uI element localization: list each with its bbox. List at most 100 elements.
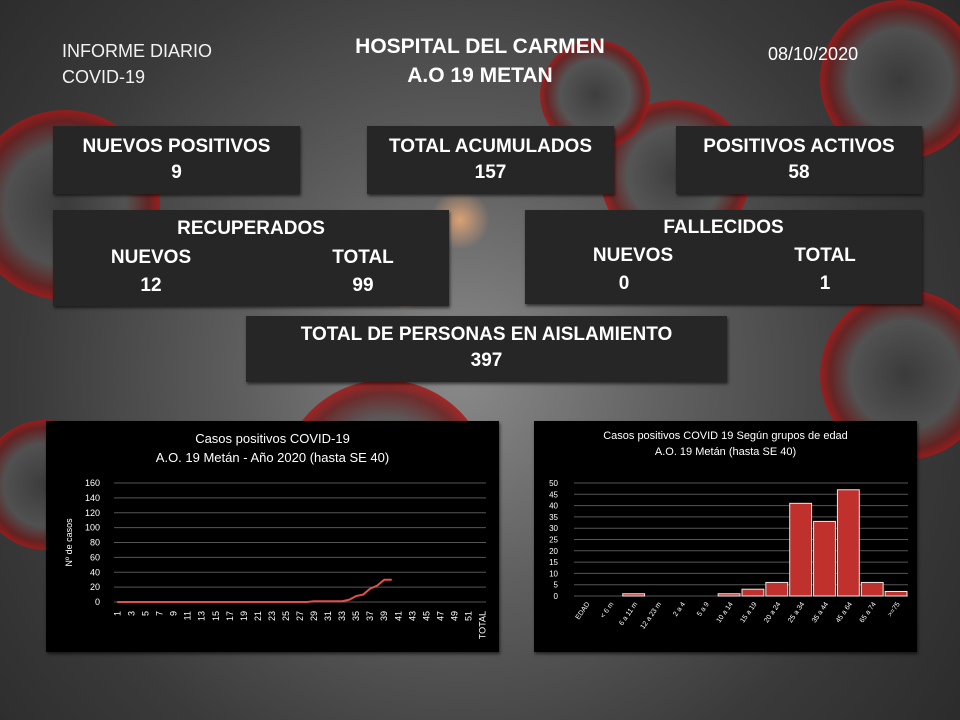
data-point [250,601,252,603]
report-label-line2: COVID-19 [62,67,146,87]
data-point [362,593,364,596]
data-point [144,601,147,603]
recuperados-total: TOTAL 99 [313,244,413,300]
x-tick-label: 20 a 24 [763,601,782,624]
data-point [278,601,280,603]
x-tick-label: 41 [393,611,403,621]
y-tick-label: 160 [85,478,100,488]
data-point [229,601,231,603]
data-point [369,587,371,590]
weekly-cases-chart: Casos positivos COVID-19 A.O. 19 Metán -… [46,421,499,652]
title-line2: A.O 19 METAN [407,64,553,87]
data-point [390,578,393,581]
bar [836,489,860,597]
recuperados-nuevos-label: NUEVOS [110,247,192,268]
fallecidos-nuevos-label: NUEVOS [592,245,674,266]
data-point [383,578,386,581]
data-point [137,601,140,603]
data-point [158,601,161,603]
data-point [257,601,259,603]
report-label: INFORME DIARIO COVID-19 [62,38,212,90]
data-point [186,601,189,603]
x-tick-label: 10 a 14 [716,601,735,624]
y-tick-label: 40 [90,567,100,577]
fallecidos-nuevos: NUEVOS 0 [583,242,683,298]
fallecidos-total-value: 1 [819,273,831,294]
bar [789,502,813,597]
y-tick-label: 0 [95,597,100,607]
x-tick-label: 45 a 64 [835,601,854,624]
data-point [116,601,119,603]
data-point [236,601,238,603]
x-tick-label: 45 [421,611,431,621]
data-point [165,601,168,603]
x-tick-label: 13 [197,611,207,621]
bar [860,581,884,597]
age-group-chart: Casos positivos COVID 19 Según grupos de… [534,421,917,652]
data-point [327,600,329,603]
y-tick-label: 35 [549,513,558,522]
data-point [172,601,175,603]
data-point [214,601,217,603]
fallecidos-nuevos-value: 0 [618,273,630,294]
data-point [123,601,126,603]
recuperados-total-value: 99 [352,275,374,296]
x-tick-label: 31 [323,611,333,621]
x-tick-label: TOTAL [477,611,487,639]
y-tick-label: 45 [549,490,558,499]
x-tick-label: 5 [141,611,151,616]
y-tick-label: 30 [549,524,558,533]
nuevos-positivos-value: 9 [171,162,182,183]
aislamiento-value: 397 [470,350,503,371]
y-axis-label: Nº de casos [64,518,74,567]
y-tick-label: 80 [90,538,100,548]
x-tick-label: EDAD [575,601,592,621]
fallecidos-card: FALLECIDOS NUEVOS 0 TOTAL 1 [525,210,922,304]
data-point [200,601,203,603]
x-tick-label: 15 [211,611,221,621]
y-tick-label: 15 [549,558,558,567]
y-tick-label: 20 [90,582,100,592]
x-tick-label: 5 a 9 [696,601,711,618]
x-tick-label: 3 [127,611,137,616]
y-tick-label: 50 [549,479,558,488]
line-chart-title: Casos positivos COVID-19 [195,431,350,446]
x-tick-label: 21 [253,611,263,621]
bar [884,590,908,597]
x-tick-label: 35 a 44 [811,601,830,624]
total-acumulados-card: TOTAL ACUMULADOS 157 [367,126,614,194]
data-point [334,600,336,603]
data-point [243,601,245,603]
nuevos-positivos-label: NUEVOS POSITIVOS [82,136,271,157]
x-tick-label: 65 a 74 [859,601,878,624]
x-tick-label: 29 [309,611,319,621]
data-point [313,600,315,603]
data-point [179,601,182,603]
data-point [306,601,308,603]
x-tick-label: 27 [295,611,305,621]
x-tick-label: 25 a 34 [787,601,806,624]
recuperados-nuevos-value: 12 [140,275,162,296]
x-tick-label: < 6 m [600,601,616,620]
x-tick-label: 51 [463,611,473,621]
x-tick-label: 25 [281,611,291,621]
bar [765,581,789,597]
series-line [117,578,392,603]
positivos-activos-card: POSITIVOS ACTIVOS 58 [676,126,922,194]
aislamiento-card: TOTAL DE PERSONAS EN AISLAMIENTO 397 [246,316,727,382]
y-tick-label: 25 [549,536,558,545]
x-tick-label: 7 [155,611,165,616]
x-tick-label: 15 a 19 [739,601,758,624]
page-title: HOSPITAL DEL CARMEN A.O 19 METAN [300,32,660,90]
positivos-activos-label: POSITIVOS ACTIVOS [703,136,895,157]
recuperados-card: RECUPERADOS NUEVOS 12 TOTAL 99 [53,210,449,306]
data-point [299,601,301,603]
y-tick-label: 40 [549,502,558,511]
y-tick-label: 140 [85,493,100,503]
bar [622,593,646,597]
recuperados-total-label: TOTAL [332,247,394,268]
bar-chart-subtitle: A.O. 19 Metán (hasta SE 40) [654,446,797,458]
x-tick-label: 11 [183,611,193,620]
data-point [320,600,322,603]
x-tick-label: 2 a 4 [672,601,687,618]
